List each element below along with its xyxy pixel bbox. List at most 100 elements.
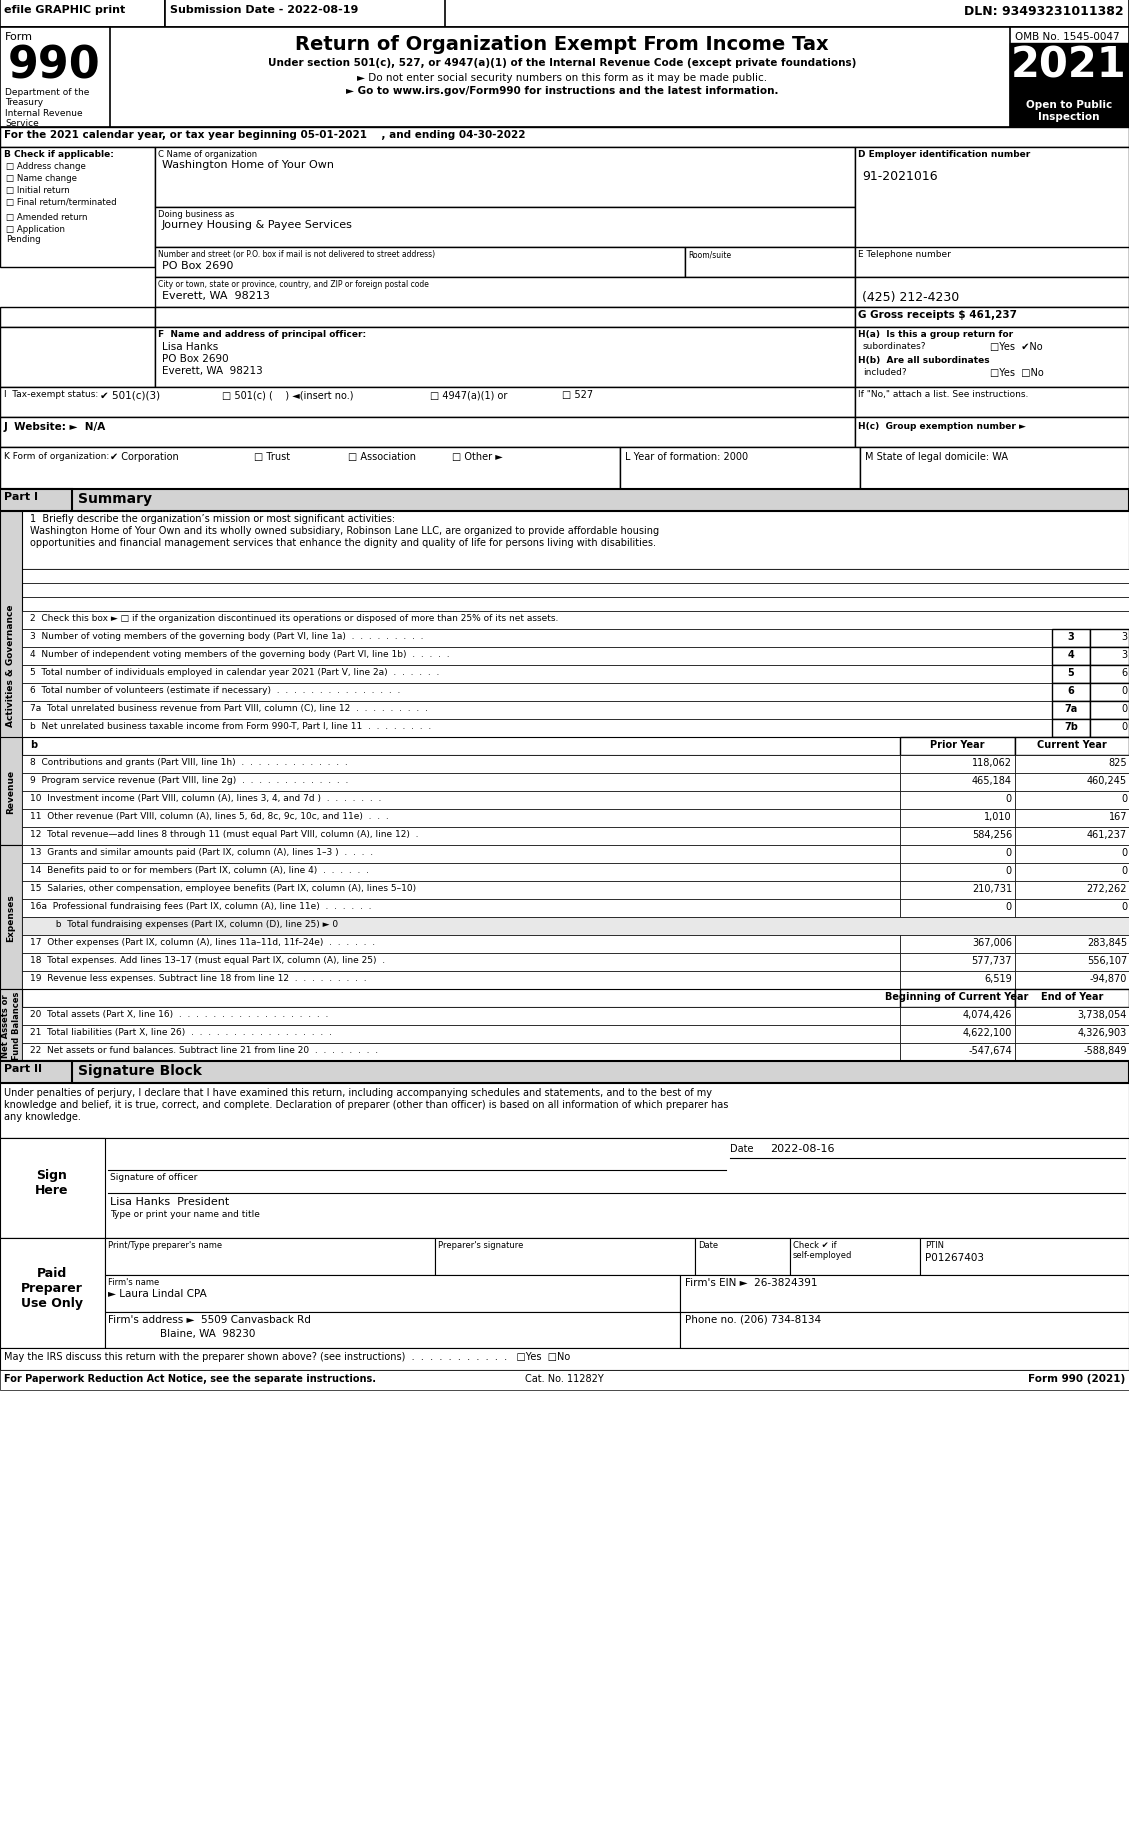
Text: □ 527: □ 527 xyxy=(562,390,593,399)
Bar xyxy=(165,0,445,27)
Text: 7a  Total unrelated business revenue from Part VIII, column (C), line 12  .  .  : 7a Total unrelated business revenue from… xyxy=(30,703,428,712)
Bar xyxy=(0,598,1129,611)
Bar xyxy=(920,1239,1129,1276)
Bar xyxy=(1089,684,1129,701)
Text: Journey Housing & Payee Services: Journey Housing & Payee Services xyxy=(161,220,353,231)
Bar xyxy=(1015,774,1129,792)
Bar xyxy=(900,737,1015,756)
Bar xyxy=(1052,701,1089,719)
Text: ► Do not enter social security numbers on this form as it may be made public.: ► Do not enter social security numbers o… xyxy=(357,73,767,82)
Bar xyxy=(620,448,860,490)
Bar xyxy=(1089,719,1129,737)
Text: 20  Total assets (Part X, line 16)  .  .  .  .  .  .  .  .  .  .  .  .  .  .  . : 20 Total assets (Part X, line 16) . . . … xyxy=(30,1010,329,1019)
Text: 272,262: 272,262 xyxy=(1086,884,1127,893)
Bar xyxy=(1052,630,1089,648)
Text: 584,256: 584,256 xyxy=(972,829,1012,840)
Text: Everett, WA  98213: Everett, WA 98213 xyxy=(161,291,270,300)
Bar xyxy=(21,1025,900,1043)
Bar xyxy=(860,448,1129,490)
Bar xyxy=(1052,666,1089,684)
Text: ✔ Corporation: ✔ Corporation xyxy=(110,452,178,461)
Text: I  Tax-exempt status:: I Tax-exempt status: xyxy=(5,390,98,399)
Text: 11  Other revenue (Part VIII, column (A), lines 5, 6d, 8c, 9c, 10c, and 11e)  . : 11 Other revenue (Part VIII, column (A),… xyxy=(30,811,388,820)
Bar xyxy=(105,1312,680,1349)
Text: 14  Benefits paid to or for members (Part IX, column (A), line 4)  .  .  .  .  .: 14 Benefits paid to or for members (Part… xyxy=(30,866,369,875)
Text: opportunities and financial management services that enhance the dignity and qua: opportunities and financial management s… xyxy=(30,538,656,547)
Bar xyxy=(685,247,855,278)
Text: 167: 167 xyxy=(1109,811,1127,822)
Text: Signature Block: Signature Block xyxy=(78,1063,202,1078)
Text: Blaine, WA  98230: Blaine, WA 98230 xyxy=(160,1329,255,1338)
Bar xyxy=(155,209,855,247)
Text: 12  Total revenue—add lines 8 through 11 (must equal Part VIII, column (A), line: 12 Total revenue—add lines 8 through 11 … xyxy=(30,829,419,838)
Text: 3  Number of voting members of the governing body (Part VI, line 1a)  .  .  .  .: 3 Number of voting members of the govern… xyxy=(30,631,423,640)
Text: 556,107: 556,107 xyxy=(1087,955,1127,966)
Bar xyxy=(790,1239,920,1276)
Bar xyxy=(21,845,900,864)
Bar xyxy=(900,990,1015,1008)
Bar xyxy=(21,917,1129,935)
Bar xyxy=(900,827,1015,845)
Text: 6: 6 xyxy=(1121,668,1127,677)
Text: 0: 0 xyxy=(1006,794,1012,803)
Bar xyxy=(0,148,155,267)
Bar xyxy=(21,774,900,792)
Text: Date: Date xyxy=(730,1144,753,1153)
Text: 7a: 7a xyxy=(1065,703,1077,714)
Text: For the 2021 calendar year, or tax year beginning 05-01-2021    , and ending 04-: For the 2021 calendar year, or tax year … xyxy=(5,130,525,139)
Text: 5  Total number of individuals employed in calendar year 2021 (Part V, line 2a) : 5 Total number of individuals employed i… xyxy=(30,668,439,677)
Text: 465,184: 465,184 xyxy=(972,776,1012,785)
Bar xyxy=(0,417,855,448)
Bar xyxy=(680,1312,1129,1349)
Bar xyxy=(21,756,900,774)
Bar xyxy=(855,328,1129,388)
Text: Under section 501(c), 527, or 4947(a)(1) of the Internal Revenue Code (except pr: Under section 501(c), 527, or 4947(a)(1)… xyxy=(268,59,856,68)
Text: L Year of formation: 2000: L Year of formation: 2000 xyxy=(625,452,749,461)
Text: 22  Net assets or fund balances. Subtract line 21 from line 20  .  .  .  .  .  .: 22 Net assets or fund balances. Subtract… xyxy=(30,1045,378,1054)
Text: ► Go to www.irs.gov/Form990 for instructions and the latest information.: ► Go to www.irs.gov/Form990 for instruct… xyxy=(345,86,778,95)
Text: □ Association: □ Association xyxy=(348,452,415,461)
Bar xyxy=(105,1276,680,1312)
Text: 0: 0 xyxy=(1121,703,1127,714)
Text: 2021: 2021 xyxy=(1012,44,1127,86)
Text: Part II: Part II xyxy=(5,1063,42,1074)
Text: b  Total fundraising expenses (Part IX, column (D), line 25) ► 0: b Total fundraising expenses (Part IX, c… xyxy=(50,919,338,928)
Text: 367,006: 367,006 xyxy=(972,937,1012,948)
Text: PTIN: PTIN xyxy=(925,1241,944,1250)
Text: 0: 0 xyxy=(1121,686,1127,695)
Bar xyxy=(155,148,855,209)
Text: DLN: 93493231011382: DLN: 93493231011382 xyxy=(964,5,1124,18)
Text: 3: 3 xyxy=(1121,631,1127,642)
Bar xyxy=(1052,648,1089,666)
Bar xyxy=(1089,630,1129,648)
Bar xyxy=(0,1061,72,1083)
Text: 825: 825 xyxy=(1109,758,1127,767)
Bar xyxy=(1015,809,1129,827)
Bar xyxy=(900,809,1015,827)
Text: 3: 3 xyxy=(1068,631,1075,642)
Bar xyxy=(0,1138,1129,1239)
Text: Expenses: Expenses xyxy=(7,893,16,941)
Text: 17  Other expenses (Part IX, column (A), lines 11a–11d, 11f–24e)  .  .  .  .  . : 17 Other expenses (Part IX, column (A), … xyxy=(30,937,375,946)
Bar xyxy=(0,1349,1129,1371)
Text: □ Other ►: □ Other ► xyxy=(452,452,502,461)
Text: City or town, state or province, country, and ZIP or foreign postal code: City or town, state or province, country… xyxy=(158,280,429,289)
Bar xyxy=(0,128,1129,148)
Text: 6,519: 6,519 xyxy=(984,974,1012,983)
Text: 4,074,426: 4,074,426 xyxy=(963,1010,1012,1019)
Text: Department of the
Treasury
Internal Revenue
Service: Department of the Treasury Internal Reve… xyxy=(5,88,89,128)
Bar xyxy=(0,584,1129,598)
Text: 2022-08-16: 2022-08-16 xyxy=(770,1144,834,1153)
Bar xyxy=(155,307,855,328)
Text: b  Net unrelated business taxable income from Form 990-T, Part I, line 11  .  . : b Net unrelated business taxable income … xyxy=(30,721,431,730)
Bar xyxy=(0,1371,1129,1391)
Bar xyxy=(1015,900,1129,917)
Bar xyxy=(1052,719,1089,737)
Text: □Yes  ✔No: □Yes ✔No xyxy=(990,342,1042,351)
Text: Lisa Hanks: Lisa Hanks xyxy=(161,342,218,351)
Text: □ Trust: □ Trust xyxy=(254,452,290,461)
Text: Part I: Part I xyxy=(5,492,38,501)
Text: Doing business as: Doing business as xyxy=(158,210,235,220)
Text: Firm's EIN ►  26-3824391: Firm's EIN ► 26-3824391 xyxy=(685,1277,817,1286)
Bar xyxy=(900,845,1015,864)
